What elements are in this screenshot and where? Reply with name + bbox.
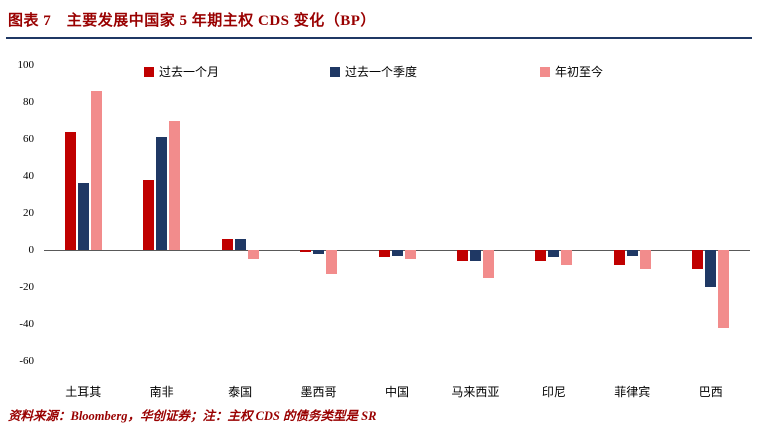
x-axis-label: 南非 (149, 385, 174, 399)
y-axis-tick: -20 (19, 281, 34, 293)
legend-swatch (330, 66, 340, 77)
y-axis-tick: 100 (17, 59, 35, 71)
bar-中国-过去一个月 (378, 250, 390, 258)
bar-泰国-过去一个季度 (234, 238, 246, 250)
bar-印尼-过去一个月 (535, 250, 547, 262)
bar-南非-过去一个季度 (156, 137, 168, 250)
bar-泰国-年初至今 (247, 250, 259, 260)
bar-墨西哥-过去一个月 (300, 250, 312, 252)
x-axis-label: 墨西哥 (300, 385, 337, 399)
bar-巴西-年初至今 (718, 250, 730, 328)
y-axis-tick: 20 (23, 207, 34, 219)
bar-印尼-过去一个季度 (548, 250, 560, 258)
bar-马来西亚-年初至今 (482, 250, 494, 278)
bar-印尼-年初至今 (561, 250, 573, 265)
y-axis-tick: 0 (28, 244, 35, 256)
bar-南非-过去一个月 (143, 179, 155, 250)
legend-label: 过去一个季度 (345, 65, 418, 79)
bar-南非-年初至今 (169, 120, 181, 250)
cds-change-bar-chart: 100 80 60 40 20 0 -20 -40 -60 过去一个月 过去一个季度 年初至今 土耳… (0, 41, 758, 399)
x-axis-label: 泰国 (228, 385, 253, 399)
bar-菲律宾-过去一个月 (613, 250, 625, 265)
legend-swatch (540, 66, 550, 77)
y-axis: 100 80 60 40 20 0 -20 -40 -60 (0, 59, 38, 367)
x-axis-label: 土耳其 (65, 385, 102, 399)
x-axis-label: 巴西 (698, 385, 723, 399)
x-axis-label: 马来西亚 (451, 385, 500, 399)
legend-item-2: 过去一个季度 (330, 63, 417, 80)
source-note: 资料来源：Bloomberg，华创证券；注：主权 CDS 的债务类型是 SR (8, 409, 377, 423)
x-axis-label: 中国 (384, 385, 409, 399)
y-axis-tick: 80 (23, 96, 34, 108)
legend-swatch (144, 66, 154, 77)
y-axis-tick: 40 (23, 170, 34, 182)
bar-土耳其-过去一个季度 (77, 183, 89, 250)
bar-泰国-过去一个月 (221, 238, 233, 250)
x-axis-label: 印尼 (541, 385, 566, 399)
header-divider (6, 37, 752, 39)
figure-header: 图表 7 主要发展中国家 5 年期主权 CDS 变化（BP） (0, 0, 758, 30)
bar-菲律宾-年初至今 (639, 250, 651, 269)
bar-马来西亚-过去一个季度 (469, 250, 481, 262)
bar-马来西亚-过去一个月 (456, 250, 468, 262)
bar-巴西-过去一个季度 (705, 250, 717, 287)
bar-中国-年初至今 (404, 250, 416, 260)
bar-菲律宾-过去一个季度 (626, 250, 638, 256)
bar-巴西-过去一个月 (692, 250, 704, 269)
y-axis-tick: 60 (23, 133, 34, 145)
legend-item-1: 过去一个月 (144, 63, 219, 80)
bar-土耳其-过去一个月 (64, 131, 76, 250)
x-axis-labels: 土耳其 南非 泰国 墨西哥 中国 马来西亚 印尼 菲律宾 巴西 (44, 383, 750, 400)
bar-墨西哥-年初至今 (326, 250, 338, 275)
y-axis-tick: -60 (19, 355, 34, 367)
bar-墨西哥-过去一个季度 (313, 250, 325, 254)
chart-legend: 过去一个月 过去一个季度 年初至今 (44, 63, 750, 80)
y-axis-tick: -40 (19, 318, 34, 330)
x-axis-label: 菲律宾 (614, 385, 651, 399)
bar-中国-过去一个季度 (391, 250, 403, 256)
bar-土耳其-年初至今 (90, 90, 102, 250)
legend-label: 年初至今 (555, 65, 604, 79)
chart-plot-area (44, 65, 750, 361)
legend-label: 过去一个月 (159, 65, 220, 79)
figure-title: 图表 7 主要发展中国家 5 年期主权 CDS 变化（BP） (8, 13, 376, 29)
legend-item-3: 年初至今 (540, 63, 603, 80)
